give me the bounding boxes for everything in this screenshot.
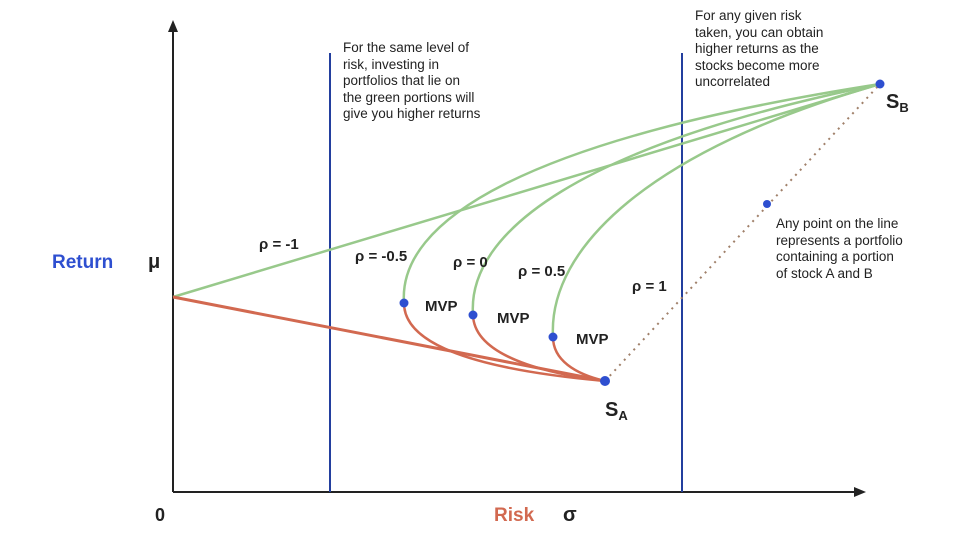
rho-0-5-red-curve: [551, 336, 606, 383]
mvp-label-1: MVP: [425, 298, 458, 315]
stock-b-label: SB: [886, 91, 909, 115]
rho-1-label: ρ = 1: [632, 278, 667, 295]
stock-a-label: SA: [605, 399, 628, 423]
y-axis-label-symbol: μ: [148, 251, 160, 273]
uncorrelated-note-line: For any given risk: [695, 8, 802, 23]
rho-minus-0-5-label: ρ = -0.5: [355, 248, 407, 265]
line-portfolio-note-line: Any point on the line: [776, 216, 899, 231]
stock-b-point: [875, 79, 885, 89]
x-axis-label-word: Risk: [494, 505, 535, 526]
same-risk-note: For the same level of risk, investing in…: [343, 40, 496, 123]
uncorrelated-note: For any given risk taken, you can obtain…: [695, 8, 841, 91]
line-portfolio-note-line: containing a portion: [776, 249, 894, 264]
line-portfolio-note-line: of stock A and B: [776, 265, 873, 281]
rho-0-5-label: ρ = 0.5: [518, 263, 565, 280]
mvp-label-3: MVP: [576, 331, 609, 348]
rho-0-red-curve: [471, 314, 606, 383]
stock-a-point: [600, 376, 610, 386]
stock-b-subscript: B: [899, 100, 908, 115]
rho-0-label: ρ = 0: [453, 254, 488, 271]
same-risk-note-line: the green portions will: [343, 89, 475, 105]
rho-minus-0-5-red-curve: [402, 302, 606, 383]
same-risk-note-line: risk, investing in: [343, 56, 440, 72]
same-risk-note-line: give you higher returns: [343, 106, 481, 121]
stock-b-letter: S: [886, 91, 899, 113]
mvp-point-rho-minus-0-5: [399, 298, 409, 308]
line-portfolio-note: Any point on the line represents a portf…: [776, 216, 936, 282]
line-portfolio-note-line: represents a portfolio: [776, 232, 903, 248]
x-axis-arrow: [854, 487, 866, 497]
line-portfolio-point: [763, 200, 771, 208]
origin-label: 0: [155, 505, 165, 525]
rho-minus-1-green-line: [172, 82, 881, 299]
y-axis-arrow: [168, 20, 178, 32]
mvp-point-rho-0-5: [548, 332, 558, 342]
mvp-point-rho-0: [468, 310, 478, 320]
rho-0-5-green-curve: [551, 82, 881, 338]
same-risk-note-line: portfolios that lie on: [343, 73, 461, 88]
same-risk-note-line: For the same level of: [343, 40, 470, 55]
mvp-label-2: MVP: [497, 310, 530, 327]
rho-minus-1-label: ρ = -1: [259, 236, 299, 253]
uncorrelated-note-line: uncorrelated: [695, 74, 771, 89]
y-axis-label-word: Return: [52, 252, 113, 273]
uncorrelated-note-line: higher returns as the: [695, 41, 819, 56]
uncorrelated-note-line: taken, you can obtain: [695, 24, 824, 40]
stock-a-subscript: A: [618, 408, 628, 423]
rho-0-green-curve: [471, 82, 881, 316]
rho-minus-0-5-green-curve: [402, 82, 881, 304]
rho-1-dotted-line: [604, 83, 881, 382]
x-axis-label-symbol: σ: [563, 504, 577, 526]
uncorrelated-note-line: stocks become more: [695, 57, 820, 73]
stock-a-letter: S: [605, 399, 618, 421]
